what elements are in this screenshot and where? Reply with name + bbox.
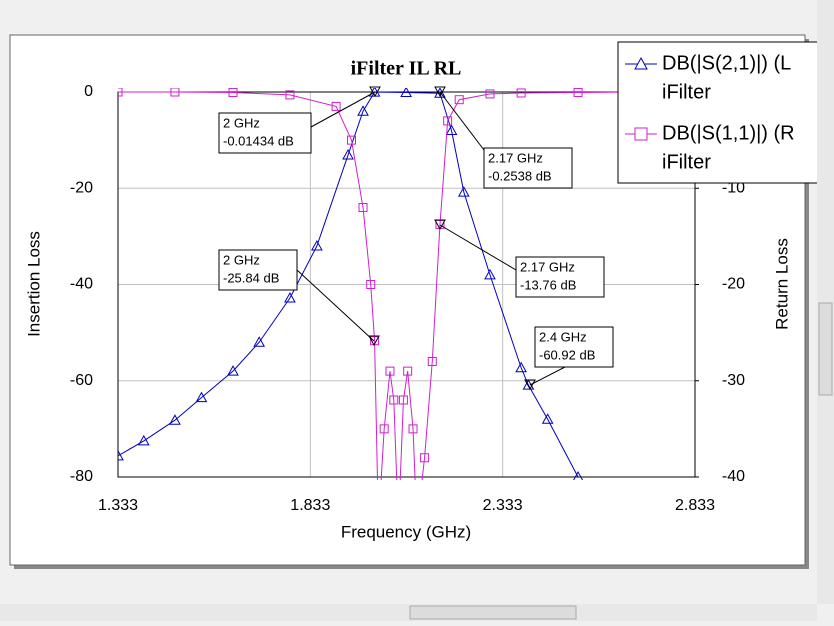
point-marker — [420, 453, 430, 463]
point-marker — [484, 268, 496, 280]
annotation-marker — [524, 379, 536, 391]
point-marker — [137, 434, 150, 446]
point-marker — [385, 366, 395, 376]
annotation-box — [534, 326, 614, 368]
legend-source: iFilter — [662, 81, 711, 103]
annotation-text: -0.2538 dB — [488, 168, 552, 183]
annotation-text: -60.92 dB — [539, 347, 595, 362]
x-axis-label: Frequency (GHz) — [341, 522, 471, 541]
horizontal-scroll-thumb[interactable] — [409, 605, 577, 620]
point-marker — [253, 336, 266, 347]
legend-source: iFilter — [662, 151, 711, 173]
annotation-box — [218, 249, 298, 291]
point-marker — [195, 391, 208, 403]
point-marker — [331, 101, 341, 111]
horizontal-scrollbar[interactable] — [0, 604, 817, 621]
point-marker — [169, 414, 181, 425]
point-marker — [427, 357, 437, 366]
annotation-pointer — [529, 366, 566, 386]
point-marker — [366, 280, 376, 289]
point-marker — [228, 88, 238, 97]
point-marker — [346, 135, 356, 145]
annotation-pointer — [296, 269, 375, 342]
point-marker — [443, 116, 453, 126]
point-marker — [285, 90, 295, 100]
point-marker — [408, 424, 418, 434]
y2-axis-label: Return Loss — [772, 238, 791, 330]
point-marker — [311, 239, 323, 251]
legend-box — [617, 41, 834, 184]
annotation-text: -25.84 dB — [223, 270, 279, 285]
x-tick-label: 1.833 — [290, 497, 330, 514]
annotation-pointer — [439, 224, 517, 271]
point-marker — [516, 88, 526, 98]
annotation-text: 2.4 GHz — [539, 329, 587, 344]
point-marker — [445, 124, 458, 135]
annotation-box — [483, 147, 573, 189]
point-marker — [389, 395, 399, 405]
point-marker — [457, 186, 470, 197]
annotation-text: 2 GHz — [223, 252, 260, 267]
annotation-box — [515, 256, 605, 298]
annotation-text: 2.17 GHz — [520, 259, 575, 274]
x-tick-label: 2.333 — [483, 497, 523, 514]
series-line — [118, 91, 579, 478]
series-line — [118, 91, 695, 480]
point-marker — [170, 88, 180, 97]
point-marker — [358, 203, 368, 212]
x-tick-label: 1.333 — [98, 497, 138, 514]
point-marker — [400, 88, 412, 97]
point-marker — [118, 449, 124, 461]
y2-tick-label: -10 — [722, 179, 745, 196]
annotation-marker — [368, 335, 380, 347]
legend-label: DB(|S(1,1)|) (R — [662, 122, 795, 144]
y-tick-label: -60 — [70, 372, 93, 389]
annotation-text: -13.76 dB — [520, 277, 576, 292]
point-marker — [398, 395, 408, 405]
point-marker — [403, 366, 413, 376]
annotation-pointer — [439, 91, 485, 151]
annotation-pointer — [310, 91, 376, 128]
point-marker — [485, 89, 495, 99]
point-marker — [379, 424, 389, 434]
y-axis-label: Insertion Loss — [24, 231, 43, 337]
point-marker — [357, 105, 369, 116]
annotation-marker — [369, 86, 381, 98]
y2-tick-label: -40 — [722, 468, 745, 485]
annotation-marker — [434, 219, 446, 231]
vertical-scroll-thumb[interactable] — [818, 302, 833, 396]
chart-title: iFilter IL RL — [351, 58, 462, 80]
annotation-text: -0.01434 dB — [223, 133, 294, 148]
x-tick-label: 2.833 — [675, 497, 715, 514]
point-marker — [118, 88, 123, 97]
annotation-text: 2.17 GHz — [488, 150, 543, 165]
legend-marker — [634, 127, 648, 141]
point-marker — [342, 149, 354, 160]
y-tick-label: -20 — [70, 179, 93, 196]
y2-tick-label: -30 — [722, 372, 745, 389]
vertical-scrollbar[interactable] — [817, 0, 834, 604]
point-marker — [573, 470, 584, 480]
series-area — [118, 88, 695, 480]
point-marker — [227, 365, 239, 376]
y-tick-label: 0 — [84, 83, 93, 100]
y-tick-label: -80 — [70, 468, 93, 485]
y-tick-label: -40 — [70, 276, 93, 293]
point-marker — [515, 361, 527, 373]
point-marker — [454, 95, 464, 105]
annotation-box — [218, 112, 312, 154]
legend-label: DB(|S(2,1)|) (L — [662, 52, 791, 74]
y2-tick-label: -20 — [722, 276, 745, 293]
legend-marker — [634, 56, 648, 70]
annotation-marker — [434, 86, 446, 98]
point-marker — [573, 88, 583, 97]
annotation-text: 2 GHz — [223, 115, 260, 130]
point-marker — [284, 291, 296, 303]
point-marker — [434, 88, 446, 98]
point-marker — [541, 413, 554, 424]
